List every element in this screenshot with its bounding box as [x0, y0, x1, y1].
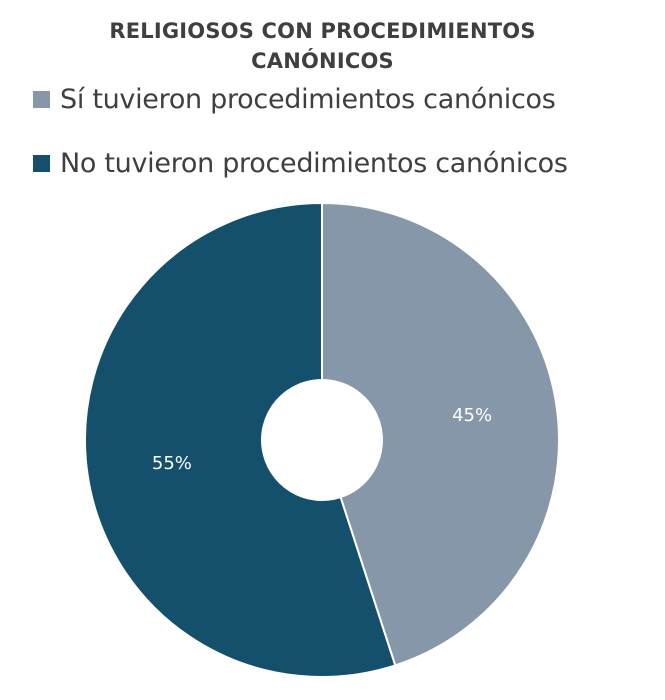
- data-label-si: 45%: [452, 405, 492, 426]
- data-label-no: 55%: [152, 453, 192, 474]
- donut-slice-no: [84, 201, 397, 678]
- legend-label-no: No tuvieron procedimientos canónicos: [60, 148, 568, 179]
- legend-label-si: Sí tuvieron procedimientos canónicos: [60, 84, 556, 115]
- legend-swatch-si: [33, 91, 50, 108]
- donut-data-labels: 45% 55%: [152, 405, 492, 474]
- donut-slices: [84, 201, 560, 678]
- legend-item-no: No tuvieron procedimientos canónicos: [33, 148, 568, 179]
- chart-title: RELIGIOSOS CON PROCEDIMIENTOS CANÓNICOS: [0, 16, 645, 76]
- legend-swatch-no: [33, 155, 50, 172]
- legend-item-si: Sí tuvieron procedimientos canónicos: [33, 84, 556, 115]
- chart-title-line-2: CANÓNICOS: [251, 49, 394, 73]
- donut-slice-si: [321, 201, 560, 667]
- chart-title-line-1: RELIGIOSOS CON PROCEDIMIENTOS: [109, 19, 536, 43]
